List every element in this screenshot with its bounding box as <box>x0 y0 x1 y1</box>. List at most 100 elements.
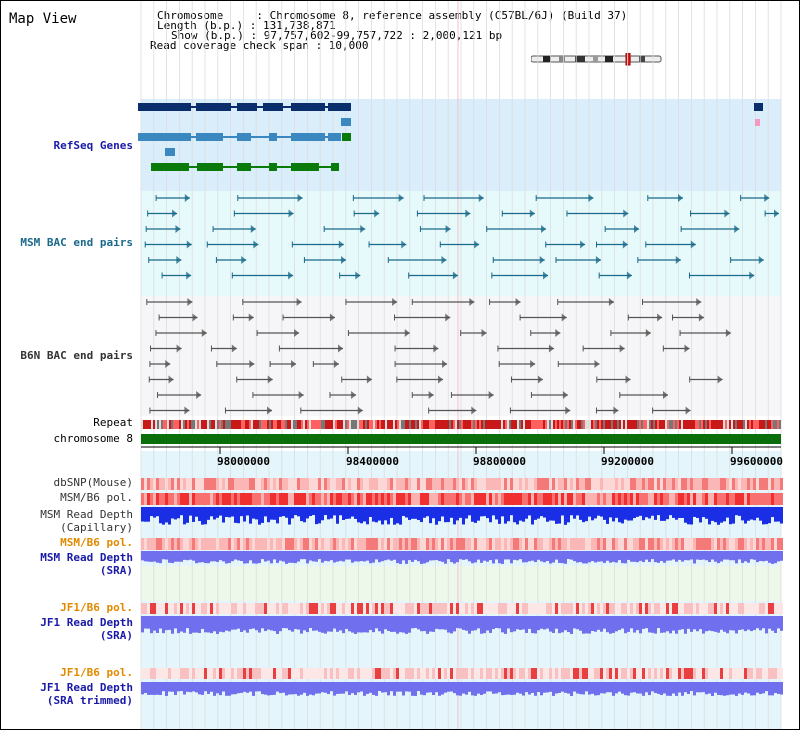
repeat-mark <box>301 420 303 429</box>
bac-end-pair <box>291 360 297 368</box>
read-depth-bar <box>198 682 201 695</box>
read-depth-bar <box>633 682 636 693</box>
polymorphism-cell <box>651 603 654 614</box>
polymorphism-cell <box>294 538 297 550</box>
read-depth-bar <box>438 507 441 522</box>
read-depth-bar <box>627 616 630 632</box>
read-depth-bar <box>546 551 549 561</box>
repeat-mark <box>359 420 361 429</box>
repeat-mark <box>153 420 155 429</box>
read-depth-bar <box>471 682 474 696</box>
polymorphism-cell <box>153 603 156 614</box>
polymorphism-cell <box>540 603 543 614</box>
polymorphism-cell <box>708 603 711 614</box>
read-depth-bar <box>333 616 336 629</box>
read-depth-bar <box>756 616 759 629</box>
repeat-mark <box>521 420 523 429</box>
polymorphism-cell <box>390 538 393 550</box>
read-depth-bar <box>222 682 225 692</box>
read-depth-bar <box>636 507 639 517</box>
polymorphism-cell <box>318 493 321 505</box>
polymorphism-cell <box>495 478 498 490</box>
polymorphism-cell <box>399 478 402 490</box>
polymorphism-cell <box>204 668 207 679</box>
read-depth-bar <box>243 551 246 564</box>
read-depth-bar <box>393 507 396 525</box>
read-depth-bar <box>459 507 462 518</box>
polymorphism-cell <box>210 478 213 490</box>
repeat-mark <box>379 420 381 429</box>
read-depth-bar <box>639 551 642 561</box>
read-depth-bar <box>747 682 750 694</box>
polymorphism-cell <box>267 478 270 490</box>
read-depth-bar <box>489 616 492 633</box>
repeat-mark <box>719 420 721 429</box>
read-depth-bar <box>594 507 597 519</box>
polymorphism-cell <box>537 668 540 679</box>
polymorphism-cell <box>141 538 144 550</box>
polymorphism-cell <box>762 538 765 550</box>
polymorphism-cell <box>180 478 183 490</box>
polymorphism-cell <box>411 603 414 614</box>
read-depth-bar <box>336 507 339 524</box>
polymorphism-cell <box>171 668 174 679</box>
read-depth-bar <box>303 616 306 631</box>
polymorphism-cell <box>393 668 396 679</box>
polymorphism-cell <box>357 603 360 614</box>
repeat-mark <box>759 420 761 429</box>
read-depth-bar <box>381 682 384 693</box>
polymorphism-cell <box>489 478 492 490</box>
polymorphism-cell <box>150 603 153 614</box>
bac-end-pair <box>452 271 458 280</box>
polymorphism-cell <box>720 478 723 490</box>
read-depth-bar <box>498 551 501 564</box>
polymorphism-cell <box>435 603 438 614</box>
polymorphism-cell <box>510 603 513 614</box>
polymorphism-cell <box>327 493 330 505</box>
read-depth-bar <box>456 507 459 521</box>
read-depth-bar <box>159 551 162 564</box>
read-depth-bar <box>681 682 684 696</box>
read-depth-bar <box>579 507 582 520</box>
read-depth-bar <box>165 616 168 631</box>
polymorphism-cell <box>516 538 519 550</box>
polymorphism-cell <box>174 538 177 550</box>
read-depth-bar <box>183 507 186 525</box>
polymorphism-cell <box>336 538 339 550</box>
read-depth-bar <box>657 507 660 516</box>
polymorphism-cell <box>582 478 585 490</box>
polymorphism-cell <box>585 493 588 505</box>
repeat-mark <box>551 420 553 429</box>
read-depth-bar <box>528 551 531 562</box>
bac-end-pair <box>184 194 190 202</box>
read-depth-bar <box>300 616 303 634</box>
polymorphism-cell <box>270 668 273 679</box>
polymorphism-cell <box>738 538 741 550</box>
read-depth-bar <box>255 616 258 631</box>
read-depth-bar <box>354 507 357 519</box>
bac-end-pair <box>441 256 447 264</box>
polymorphism-cell <box>348 538 351 550</box>
repeat-mark <box>705 420 707 429</box>
read-depth-bar <box>216 507 219 518</box>
polymorphism-cell <box>309 538 312 550</box>
read-depth-bar <box>657 682 660 694</box>
repeat-mark <box>581 420 583 429</box>
bac-end-pair <box>329 313 335 322</box>
read-depth-bar <box>429 682 432 693</box>
repeat-mark <box>589 420 591 429</box>
polymorphism-cell <box>609 493 612 505</box>
polymorphism-cell <box>660 493 663 505</box>
read-depth-bar <box>477 682 480 694</box>
read-depth-bar <box>261 616 264 629</box>
read-depth-bar <box>345 507 348 519</box>
polymorphism-cell <box>339 478 342 490</box>
polymorphism-cell <box>378 478 381 490</box>
polymorphism-cell <box>537 493 540 505</box>
read-depth-bar <box>585 551 588 564</box>
polymorphism-cell <box>282 493 285 505</box>
polymorphism-cell <box>285 603 288 614</box>
read-depth-bar <box>369 507 372 517</box>
polymorphism-cell <box>729 538 732 550</box>
